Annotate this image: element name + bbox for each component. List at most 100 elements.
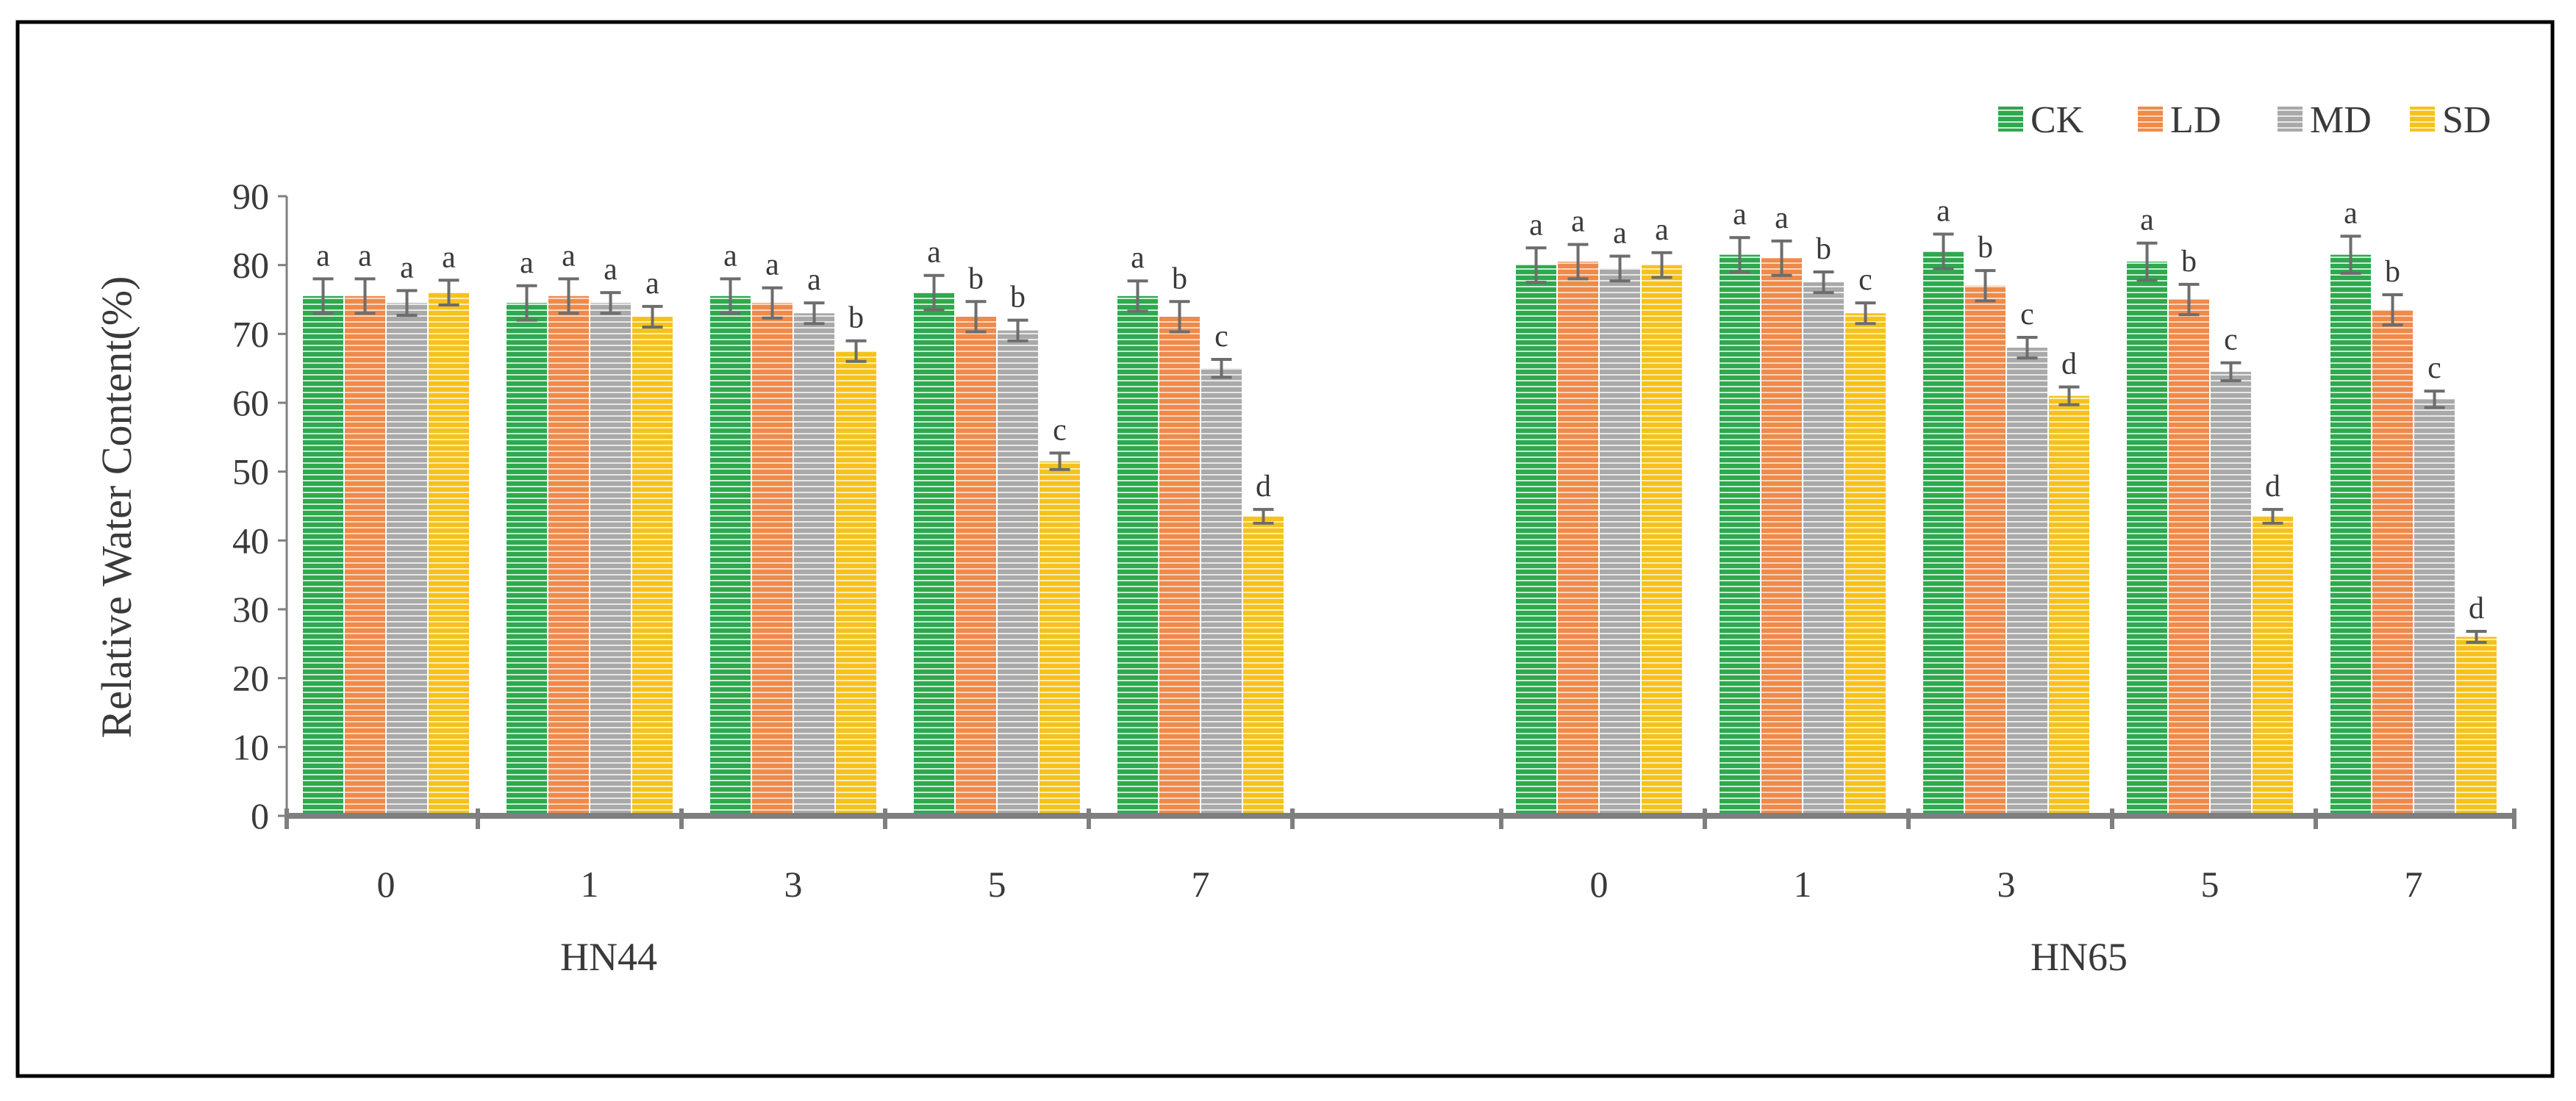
legend-label: MD: [2310, 99, 2372, 141]
x-tick-label: 1: [581, 864, 599, 905]
x-tick-label: 7: [2405, 864, 2423, 905]
significance-letter: c: [2427, 351, 2441, 385]
significance-letter: a: [723, 239, 737, 273]
significance-letter: a: [2344, 196, 2358, 230]
y-tick-label: 70: [232, 313, 269, 354]
bar: [1761, 258, 1802, 816]
significance-letter: a: [442, 240, 456, 274]
legend: CK LD MD SD: [1998, 99, 2491, 141]
significance-letter: c: [2020, 298, 2034, 331]
y-tick-label: 90: [232, 176, 269, 217]
bar: [1243, 516, 1284, 816]
significance-letter: a: [765, 248, 779, 282]
x-tick-label: 3: [1997, 864, 2016, 905]
y-tick-label: 0: [251, 795, 269, 836]
x-tick-label: 5: [2201, 864, 2219, 905]
group-label: HN44: [560, 935, 657, 979]
y-axis: 0 10 20 30 40 50 60 70 80 90: [232, 176, 288, 836]
y-tick-label: 30: [232, 589, 269, 630]
significance-letter: c: [1214, 320, 1228, 354]
legend-swatch: [2138, 107, 2163, 132]
y-tick-label: 40: [232, 520, 269, 561]
bar: [1201, 368, 1242, 817]
significance-letter: b: [848, 301, 864, 335]
significance-letter: b: [1172, 262, 1187, 295]
bar: [836, 351, 876, 816]
legend-swatch: [2278, 107, 2303, 132]
significance-letter: c: [1858, 263, 1872, 297]
significance-letter: b: [1010, 281, 1026, 315]
y-tick-label: 20: [232, 658, 269, 699]
bar: [914, 293, 954, 817]
significance-letter: a: [2140, 204, 2154, 237]
x-tick-label: 0: [1590, 864, 1609, 905]
significance-letter: a: [562, 239, 576, 273]
bar: [956, 316, 996, 817]
y-axis-label: Relative Water Content(%): [93, 276, 140, 739]
significance-letter: a: [520, 246, 534, 280]
y-tick-label: 80: [232, 245, 269, 286]
bar: [1159, 316, 1200, 817]
bar: [590, 303, 631, 816]
significance-letter: a: [645, 267, 659, 301]
bar: [1642, 265, 1682, 817]
bar: [2007, 348, 2047, 817]
bar: [1516, 265, 1556, 817]
bar: [1965, 285, 2006, 816]
legend-swatch: [2410, 107, 2435, 132]
bar: [2127, 261, 2167, 816]
x-axis: 0 1 3 5 7 HN44 0 1 3 5 7 HN65: [285, 808, 2516, 979]
bar: [2211, 371, 2251, 817]
significance-letter: a: [400, 251, 414, 284]
chart-border: [15, 20, 2555, 1078]
significance-letter: b: [2385, 255, 2400, 289]
significance-letter: c: [1053, 413, 1067, 447]
significance-letter: d: [2061, 347, 2077, 381]
bar: [1803, 282, 1844, 816]
bar: [1558, 261, 1598, 816]
x-tick-label: 5: [988, 864, 1006, 905]
significance-letter: d: [2469, 592, 2484, 625]
significance-letter: a: [316, 239, 330, 273]
group-label: HN65: [2031, 935, 2128, 979]
bar: [710, 295, 751, 817]
bar: [1600, 268, 1640, 817]
significance-letter: b: [2181, 245, 2197, 279]
bar: [752, 303, 793, 816]
bar: [2330, 254, 2371, 816]
significance-letter: a: [807, 263, 821, 297]
bar: [303, 295, 343, 817]
legend-swatch: [1998, 107, 2023, 132]
legend-label: SD: [2442, 99, 2491, 141]
significance-letter: b: [1978, 231, 1993, 265]
bar: [794, 313, 834, 816]
bar: [1720, 254, 1760, 816]
bar: [507, 303, 547, 816]
significance-letter: a: [1655, 213, 1669, 247]
significance-letter: a: [1733, 198, 1747, 232]
significance-letter: a: [358, 239, 372, 273]
significance-letter: a: [1131, 241, 1145, 275]
y-tick-label: 10: [232, 726, 269, 767]
bar: [429, 293, 469, 817]
significance-letter: b: [968, 262, 984, 295]
bar: [2414, 399, 2455, 816]
significance-letter: a: [1613, 216, 1627, 250]
bar: [1040, 461, 1080, 816]
bar: [1845, 313, 1886, 816]
significance-letter: a: [927, 236, 941, 270]
significance-letter: a: [1571, 205, 1585, 239]
significance-letter: d: [1256, 470, 1271, 503]
bar: [387, 303, 427, 816]
bar: [2049, 395, 2089, 816]
x-tick-label: 7: [1192, 864, 1210, 905]
bar: [632, 316, 673, 817]
bar: [2253, 516, 2293, 816]
bar: [1117, 295, 1158, 817]
x-tick-label: 3: [784, 864, 803, 905]
bar: [2169, 299, 2209, 816]
x-tick-label: 0: [377, 864, 396, 905]
